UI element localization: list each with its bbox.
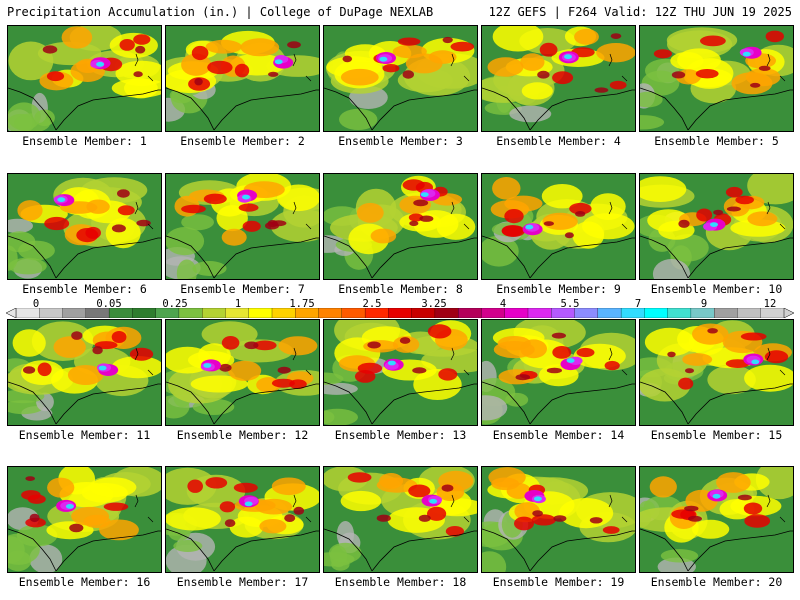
colorbar-swatch: [295, 308, 320, 318]
colorbar-tick-label: 9: [700, 298, 708, 310]
precipitation-map: [639, 466, 794, 573]
colorbar-swatch: [202, 308, 226, 318]
colorbar-swatch: [551, 308, 576, 318]
precipitation-map: [639, 319, 794, 426]
ensemble-member-label: Ensemble Member: 17: [176, 575, 309, 589]
colorbar-swatch: [341, 308, 366, 318]
precipitation-map: [165, 173, 320, 280]
ensemble-member-label: Ensemble Member: 4: [496, 134, 621, 148]
colorbar-swatch: [108, 308, 133, 318]
colorbar-tick-label: 0.25: [162, 298, 188, 310]
ensemble-member-label: Ensemble Member: 18: [334, 575, 467, 589]
ensemble-member-label: Ensemble Member: 5: [654, 134, 779, 148]
colorbar-swatch: [760, 308, 785, 318]
colorbar-swatch: [481, 308, 506, 318]
precipitation-map: [7, 319, 162, 426]
colorbar-tick-label: 4: [499, 298, 507, 310]
ensemble-member-label: Ensemble Member: 15: [650, 428, 783, 442]
colorbar-swatch: [434, 308, 459, 318]
colorbar: 0 0.05 0.25 1 1.75 2.5 3.25 4 5.5 7 9 12: [6, 298, 794, 320]
precipitation-map: [639, 173, 794, 280]
colorbar-swatch: [690, 308, 715, 318]
ensemble-member-label: Ensemble Member: 3: [338, 134, 463, 148]
colorbar-swatch: [667, 308, 692, 318]
precipitation-map: [481, 466, 636, 573]
precipitation-map: [323, 466, 478, 573]
colorbar-swatch: [574, 308, 599, 318]
precipitation-map: [7, 466, 162, 573]
colorbar-swatch: [714, 308, 738, 318]
colorbar-swatch: [318, 308, 343, 318]
ensemble-member-label: Ensemble Member: 1: [22, 134, 147, 148]
precipitation-map: [481, 319, 636, 426]
precipitation-map: [323, 319, 478, 426]
ensemble-member-label: Ensemble Member: 20: [650, 575, 783, 589]
colorbar-tick-label: 1.75: [289, 298, 315, 310]
colorbar-left-arrow: [6, 308, 17, 318]
page-title: Precipitation Accumulation (in.) | Colle…: [7, 5, 434, 19]
precipitation-map: [639, 25, 794, 132]
ensemble-member-label: Ensemble Member: 16: [18, 575, 151, 589]
colorbar-swatch: [597, 308, 622, 318]
precipitation-map: [481, 25, 636, 132]
precipitation-map: [481, 173, 636, 280]
colorbar-swatch: [458, 308, 482, 318]
ensemble-member-label: Ensemble Member: 10: [650, 282, 783, 296]
precipitation-map: [7, 173, 162, 280]
precipitation-map: [323, 173, 478, 280]
ensemble-member-label: Ensemble Member: 7: [180, 282, 305, 296]
colorbar-swatch: [388, 308, 413, 318]
ensemble-member-label: Ensemble Member: 14: [492, 428, 625, 442]
ensemble-member-label: Ensemble Member: 2: [180, 134, 305, 148]
colorbar-tick-label: 12: [763, 298, 777, 310]
colorbar-bar: [6, 308, 794, 318]
ensemble-member-label: Ensemble Member: 6: [22, 282, 147, 296]
precipitation-map: [165, 25, 320, 132]
colorbar-swatch: [132, 308, 157, 318]
colorbar-swatch: [364, 308, 389, 318]
precipitation-map: [165, 466, 320, 573]
ensemble-member-label: Ensemble Member: 19: [492, 575, 625, 589]
colorbar-swatch: [15, 308, 40, 318]
colorbar-swatch: [248, 308, 273, 318]
colorbar-tick-label: 5.5: [560, 298, 580, 310]
colorbar-swatch: [39, 308, 64, 318]
precipitation-map: [7, 25, 162, 132]
ensemble-member-label: Ensemble Member: 11: [18, 428, 151, 442]
colorbar-tick-label: 0.05: [96, 298, 122, 310]
colorbar-swatch: [271, 308, 296, 318]
run-info: 12Z GEFS | F264 Valid: 12Z THU JUN 19 20…: [488, 5, 792, 19]
colorbar-swatch: [504, 308, 529, 318]
colorbar-swatch: [411, 308, 436, 318]
colorbar-swatch: [155, 308, 180, 318]
colorbar-tick-label: 2.5: [362, 298, 382, 310]
ensemble-member-label: Ensemble Member: 9: [496, 282, 621, 296]
colorbar-swatch: [225, 308, 250, 318]
colorbar-tick-label: 0: [32, 298, 40, 310]
colorbar-swatch: [620, 308, 645, 318]
colorbar-swatch: [644, 308, 669, 318]
ensemble-member-label: Ensemble Member: 13: [334, 428, 467, 442]
ensemble-member-label: Ensemble Member: 8: [338, 282, 463, 296]
ensemble-member-label: Ensemble Member: 12: [176, 428, 309, 442]
precipitation-map: [165, 319, 320, 426]
colorbar-swatch: [178, 308, 203, 318]
colorbar-swatch: [62, 308, 87, 318]
colorbar-swatch: [527, 308, 552, 318]
colorbar-swatch: [737, 308, 762, 318]
precipitation-map: [323, 25, 478, 132]
colorbar-tick-label: 3.25: [421, 298, 447, 310]
colorbar-right-arrow: [783, 308, 794, 318]
colorbar-swatch: [85, 308, 110, 318]
colorbar-tick-label: 1: [234, 298, 242, 310]
colorbar-tick-label: 7: [634, 298, 642, 310]
